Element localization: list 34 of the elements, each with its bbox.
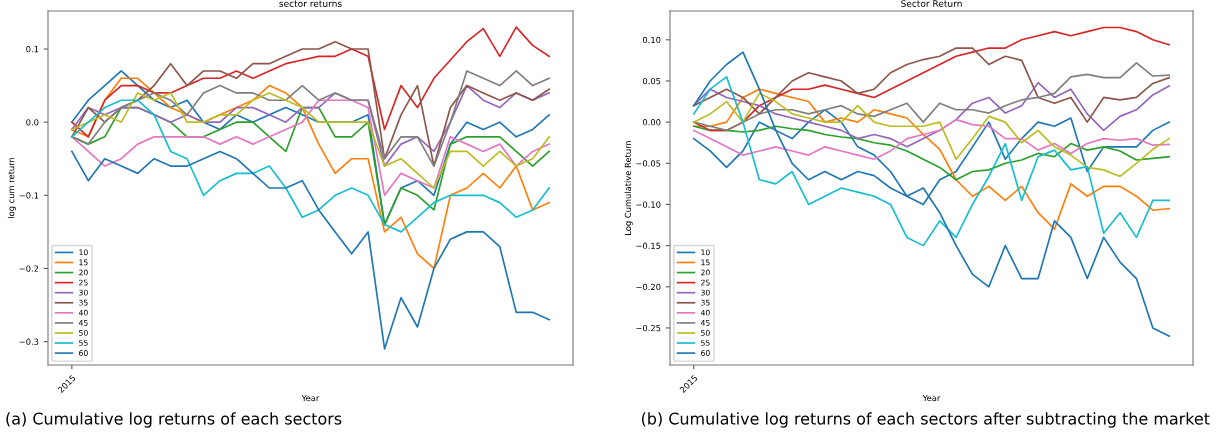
- y-tick-label: −0.2: [19, 265, 39, 272]
- line-series: [692, 76, 1171, 247]
- y-tick-label: 0.00: [642, 119, 661, 126]
- line-series: [692, 92, 1171, 178]
- line-series: [71, 40, 550, 167]
- y-tick-label: −0.3: [19, 338, 39, 345]
- line-series: [692, 118, 1171, 161]
- y-tick-label: 0.10: [642, 36, 661, 44]
- y-tick-label: −0.15: [636, 242, 661, 249]
- y-tick-label: 0.0: [26, 119, 39, 126]
- y-tick-label: 0.1: [26, 46, 39, 53]
- line-series: [692, 26, 1171, 132]
- line-series: [692, 88, 1171, 230]
- line-series: [71, 77, 550, 270]
- line-series: [692, 47, 1171, 123]
- y-tick-label: −0.25: [636, 324, 661, 332]
- y-tick-label: −0.05: [636, 160, 661, 167]
- line-series: [71, 150, 550, 350]
- y-tick-label: 0.05: [642, 77, 661, 85]
- chart-title: sector returns: [279, 0, 342, 7]
- y-axis-title: Log Cumulative Return: [624, 141, 633, 235]
- x-axis-title: Year: [922, 394, 941, 402]
- line-series: [692, 62, 1171, 132]
- y-tick-label: −0.10: [636, 201, 661, 208]
- x-axis-title: Year: [301, 394, 320, 402]
- text: (a) Cumulative log returns of each sectors: [6, 412, 342, 428]
- y-axis-title: log cum return: [7, 157, 16, 218]
- line-series: [692, 125, 1171, 181]
- y-tick-label: −0.20: [636, 283, 661, 291]
- line-series: [692, 51, 1171, 338]
- line-series: [71, 26, 550, 138]
- y-tick-label: −0.1: [19, 192, 39, 199]
- text: (b) Cumulative log returns of each sectors after subtracting the market: [641, 412, 1210, 428]
- chart-title: Sector Return: [901, 0, 962, 7]
